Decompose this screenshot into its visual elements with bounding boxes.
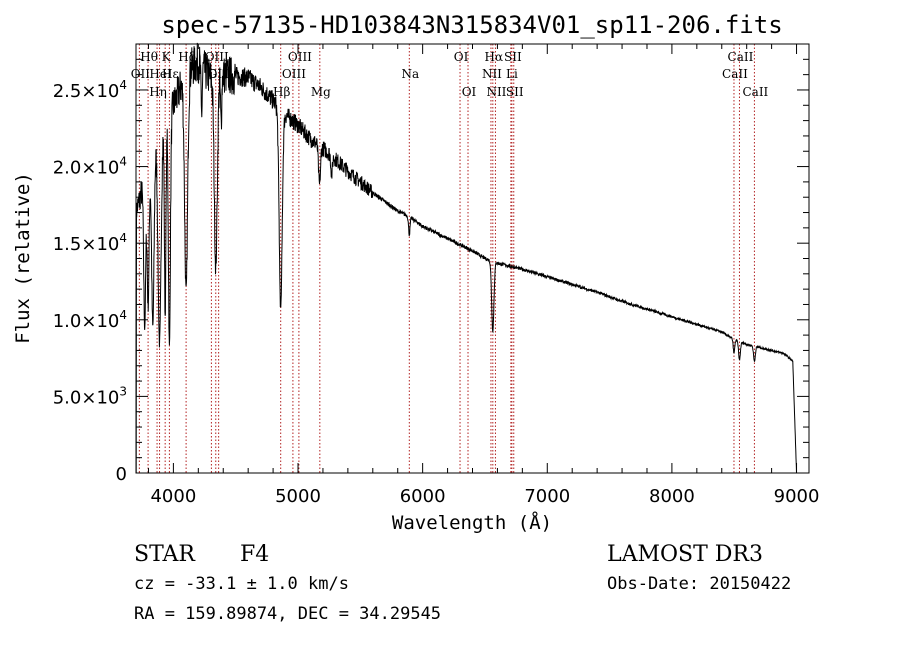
line-label: HeI bbox=[149, 67, 172, 81]
line-label: K bbox=[162, 50, 172, 64]
y-tick-label: 2.0×104 bbox=[53, 155, 127, 179]
x-axis-label: Wavelength (Å) bbox=[392, 511, 552, 534]
line-label: CaII bbox=[722, 67, 748, 81]
line-label: Mg bbox=[311, 85, 331, 99]
line-label: OI bbox=[454, 50, 469, 64]
line-label: Hβ bbox=[273, 85, 290, 99]
survey-name: LAMOST DR3 bbox=[607, 542, 763, 567]
line-label: NII bbox=[486, 85, 506, 99]
y-tick-label: 1.5×104 bbox=[53, 231, 127, 255]
line-label: Li bbox=[506, 67, 518, 81]
line-label: Hη bbox=[149, 85, 167, 99]
y-tick-label: 5.0×103 bbox=[53, 384, 127, 408]
line-label: Hα bbox=[485, 50, 504, 64]
object-subclass: F4 bbox=[240, 542, 269, 567]
line-label: OIII bbox=[288, 50, 312, 64]
y-tick-label: 0 bbox=[116, 464, 127, 485]
line-label: OIII bbox=[205, 50, 229, 64]
y-tick-label: 1.0×104 bbox=[53, 308, 127, 332]
x-tick-label: 7000 bbox=[524, 486, 570, 507]
spectrum-line bbox=[135, 42, 797, 474]
line-label: CaII bbox=[728, 50, 754, 64]
plot-frame bbox=[135, 43, 810, 474]
line-label: SII bbox=[506, 85, 524, 99]
x-tick-label: 4000 bbox=[150, 486, 196, 507]
x-tick-label: 9000 bbox=[774, 486, 820, 507]
x-tick-label: 6000 bbox=[400, 486, 446, 507]
line-label: Hθ bbox=[140, 50, 158, 64]
x-tick-label: 8000 bbox=[649, 486, 695, 507]
chart-title: spec-57135-HD103843N315834V01_sp11-206.f… bbox=[161, 11, 782, 39]
y-axis-label: Flux (relative) bbox=[12, 172, 34, 344]
object-class: STAR bbox=[134, 542, 196, 567]
line-label: Hε bbox=[162, 67, 179, 81]
line-label: SII bbox=[504, 50, 522, 64]
line-label: OI bbox=[462, 85, 477, 99]
x-tick-label: 5000 bbox=[275, 486, 321, 507]
emission-line-markers bbox=[138, 44, 755, 473]
line-label: OII bbox=[131, 67, 151, 81]
line-label: NII bbox=[482, 67, 502, 81]
y-tick-label: 2.5×104 bbox=[53, 78, 127, 102]
line-label: G bbox=[208, 67, 218, 81]
redshift-readout: cz = -33.1 ± 1.0 km/s bbox=[134, 574, 349, 594]
line-label: OIII bbox=[282, 67, 306, 81]
y-axis: 0 5.0×103 1.0×104 1.5×104 2.0×104 2.5×104 bbox=[53, 43, 809, 485]
line-label: Na bbox=[401, 67, 419, 81]
line-label: CaII bbox=[742, 85, 768, 99]
emission-line-labels: OIIHθHηHeIKHεHδGOIIIOIIIHβOIIIOIIIMgNaOI… bbox=[131, 50, 769, 99]
observation-date: Obs-Date: 20150422 bbox=[607, 574, 791, 594]
x-axis: 4000 5000 6000 7000 8000 9000 bbox=[147, 44, 820, 507]
coordinates: RA = 159.89874, DEC = 34.29545 bbox=[134, 604, 441, 624]
